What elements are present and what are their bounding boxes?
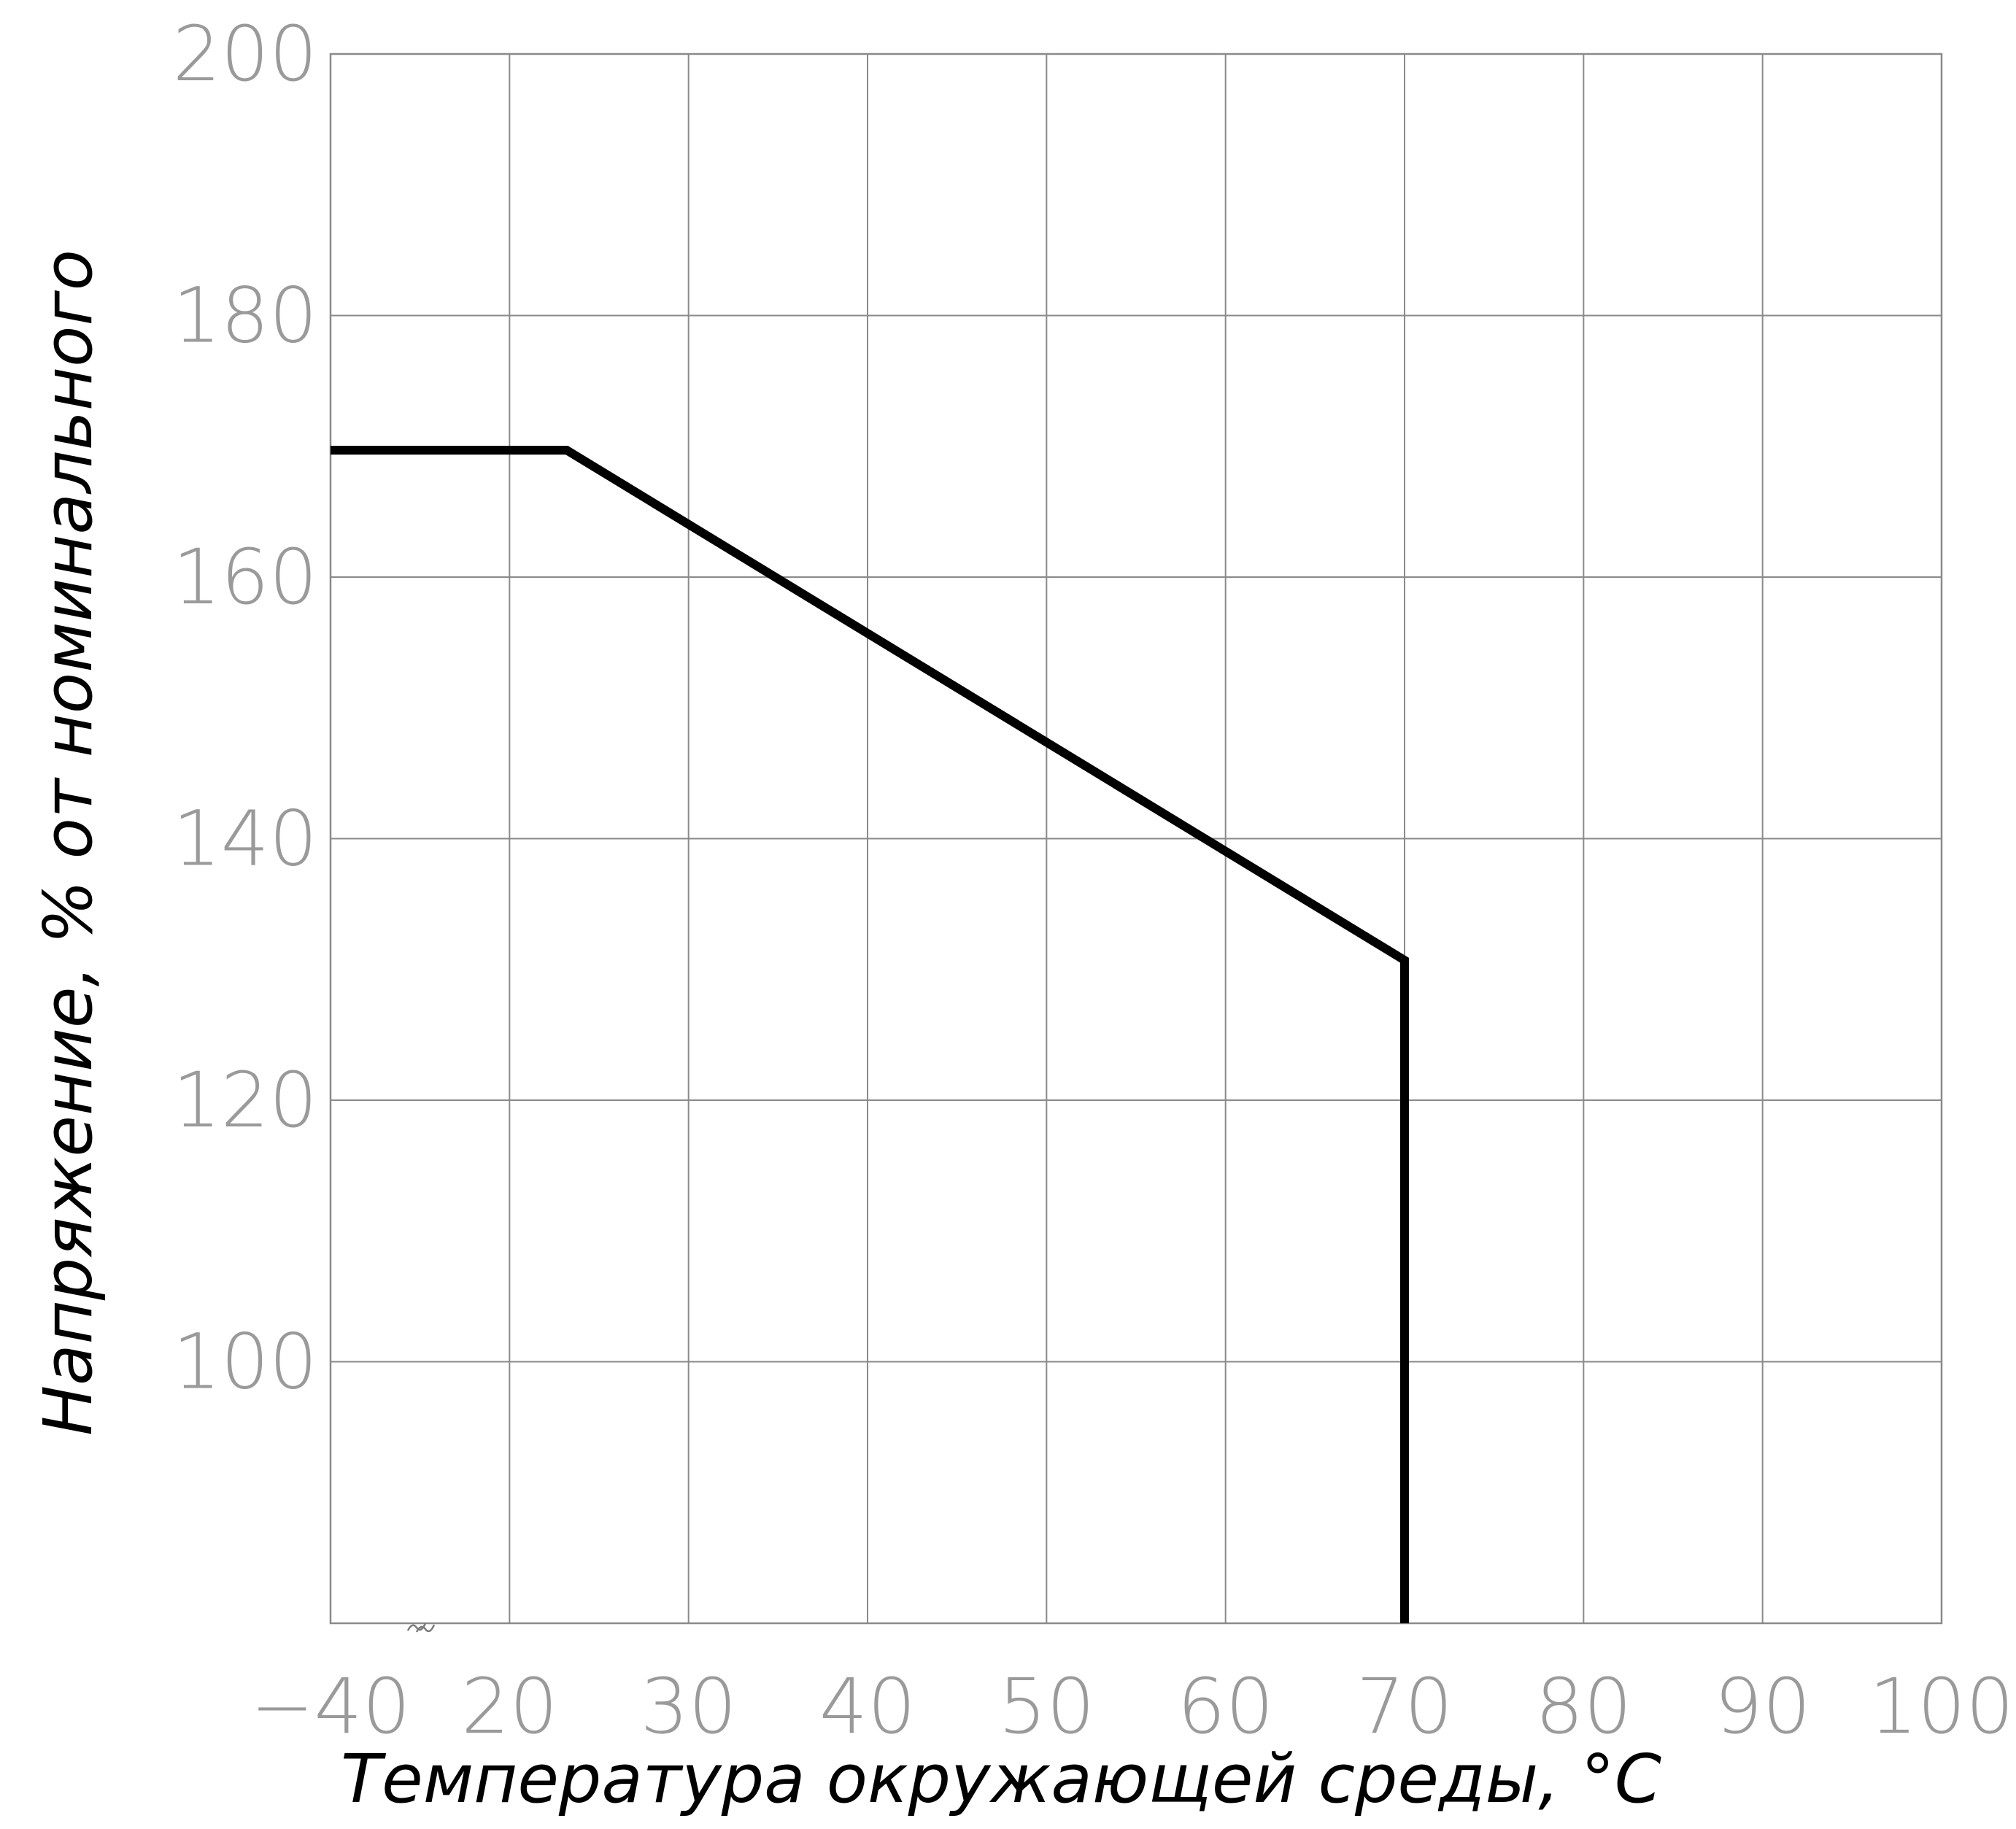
y-tick-label: 120 [172, 1056, 317, 1145]
x-tick-label: 70 [1356, 1662, 1453, 1751]
axis-break-icon [406, 1623, 436, 1633]
x-tick-label: 90 [1714, 1662, 1810, 1751]
x-tick-label: 100 [1869, 1662, 2015, 1751]
x-tick-label: 80 [1535, 1662, 1631, 1751]
x-axis-title: Температура окружающей среды, °C [341, 1740, 1661, 1818]
plot-frame [329, 53, 1943, 1625]
y-tick-labels: 100 120 140 160 180 200 [172, 9, 317, 1407]
y-axis-title: Напряжение, % от номинального [29, 250, 107, 1436]
x-tick-label: 30 [640, 1662, 736, 1751]
x-tick-labels: −40 20 30 40 50 60 70 80 90 100 [250, 1662, 2014, 1751]
y-tick-label: 100 [172, 1318, 317, 1407]
y-tick-label: 180 [172, 271, 317, 360]
axis-break-mark [406, 1623, 436, 1633]
series-line [331, 446, 1409, 1623]
chart-grid [329, 53, 1943, 1625]
y-tick-label: 160 [172, 533, 317, 622]
chart-series [331, 446, 1409, 1623]
y-tick-label: 140 [172, 794, 317, 883]
x-tick-label: 40 [819, 1662, 916, 1751]
y-tick-label: 200 [172, 9, 317, 98]
x-tick-label: −40 [250, 1662, 410, 1751]
x-tick-label: 50 [998, 1662, 1094, 1751]
x-tick-label: 20 [461, 1662, 557, 1751]
x-tick-label: 60 [1177, 1662, 1273, 1751]
